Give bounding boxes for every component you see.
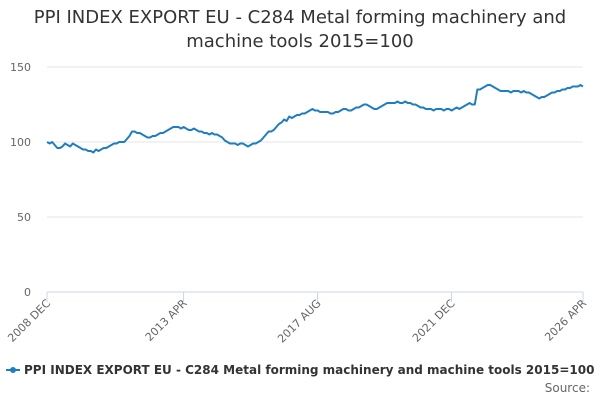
y-tick-label: 50 [17, 211, 31, 224]
y-tick-label: 100 [10, 136, 31, 149]
chart-title: PPI INDEX EXPORT EU - C284 Metal forming… [33, 7, 567, 52]
x-tick-label: 2013 APR [143, 297, 190, 344]
legend-marker [10, 367, 16, 373]
x-tick-label: 2026 APR [542, 297, 589, 344]
legend-label: PPI INDEX EXPORT EU - C284 Metal forming… [24, 363, 594, 377]
x-tick-label: 2008 DEC [5, 297, 53, 345]
x-tick-label: 2021 DEC [410, 297, 458, 345]
source: Source: [545, 381, 590, 395]
y-tick-label: 150 [10, 61, 31, 74]
x-tick-label: 2017 AUG [275, 297, 324, 346]
y-tick-label: 0 [24, 286, 31, 299]
series-line [46, 84, 584, 154]
